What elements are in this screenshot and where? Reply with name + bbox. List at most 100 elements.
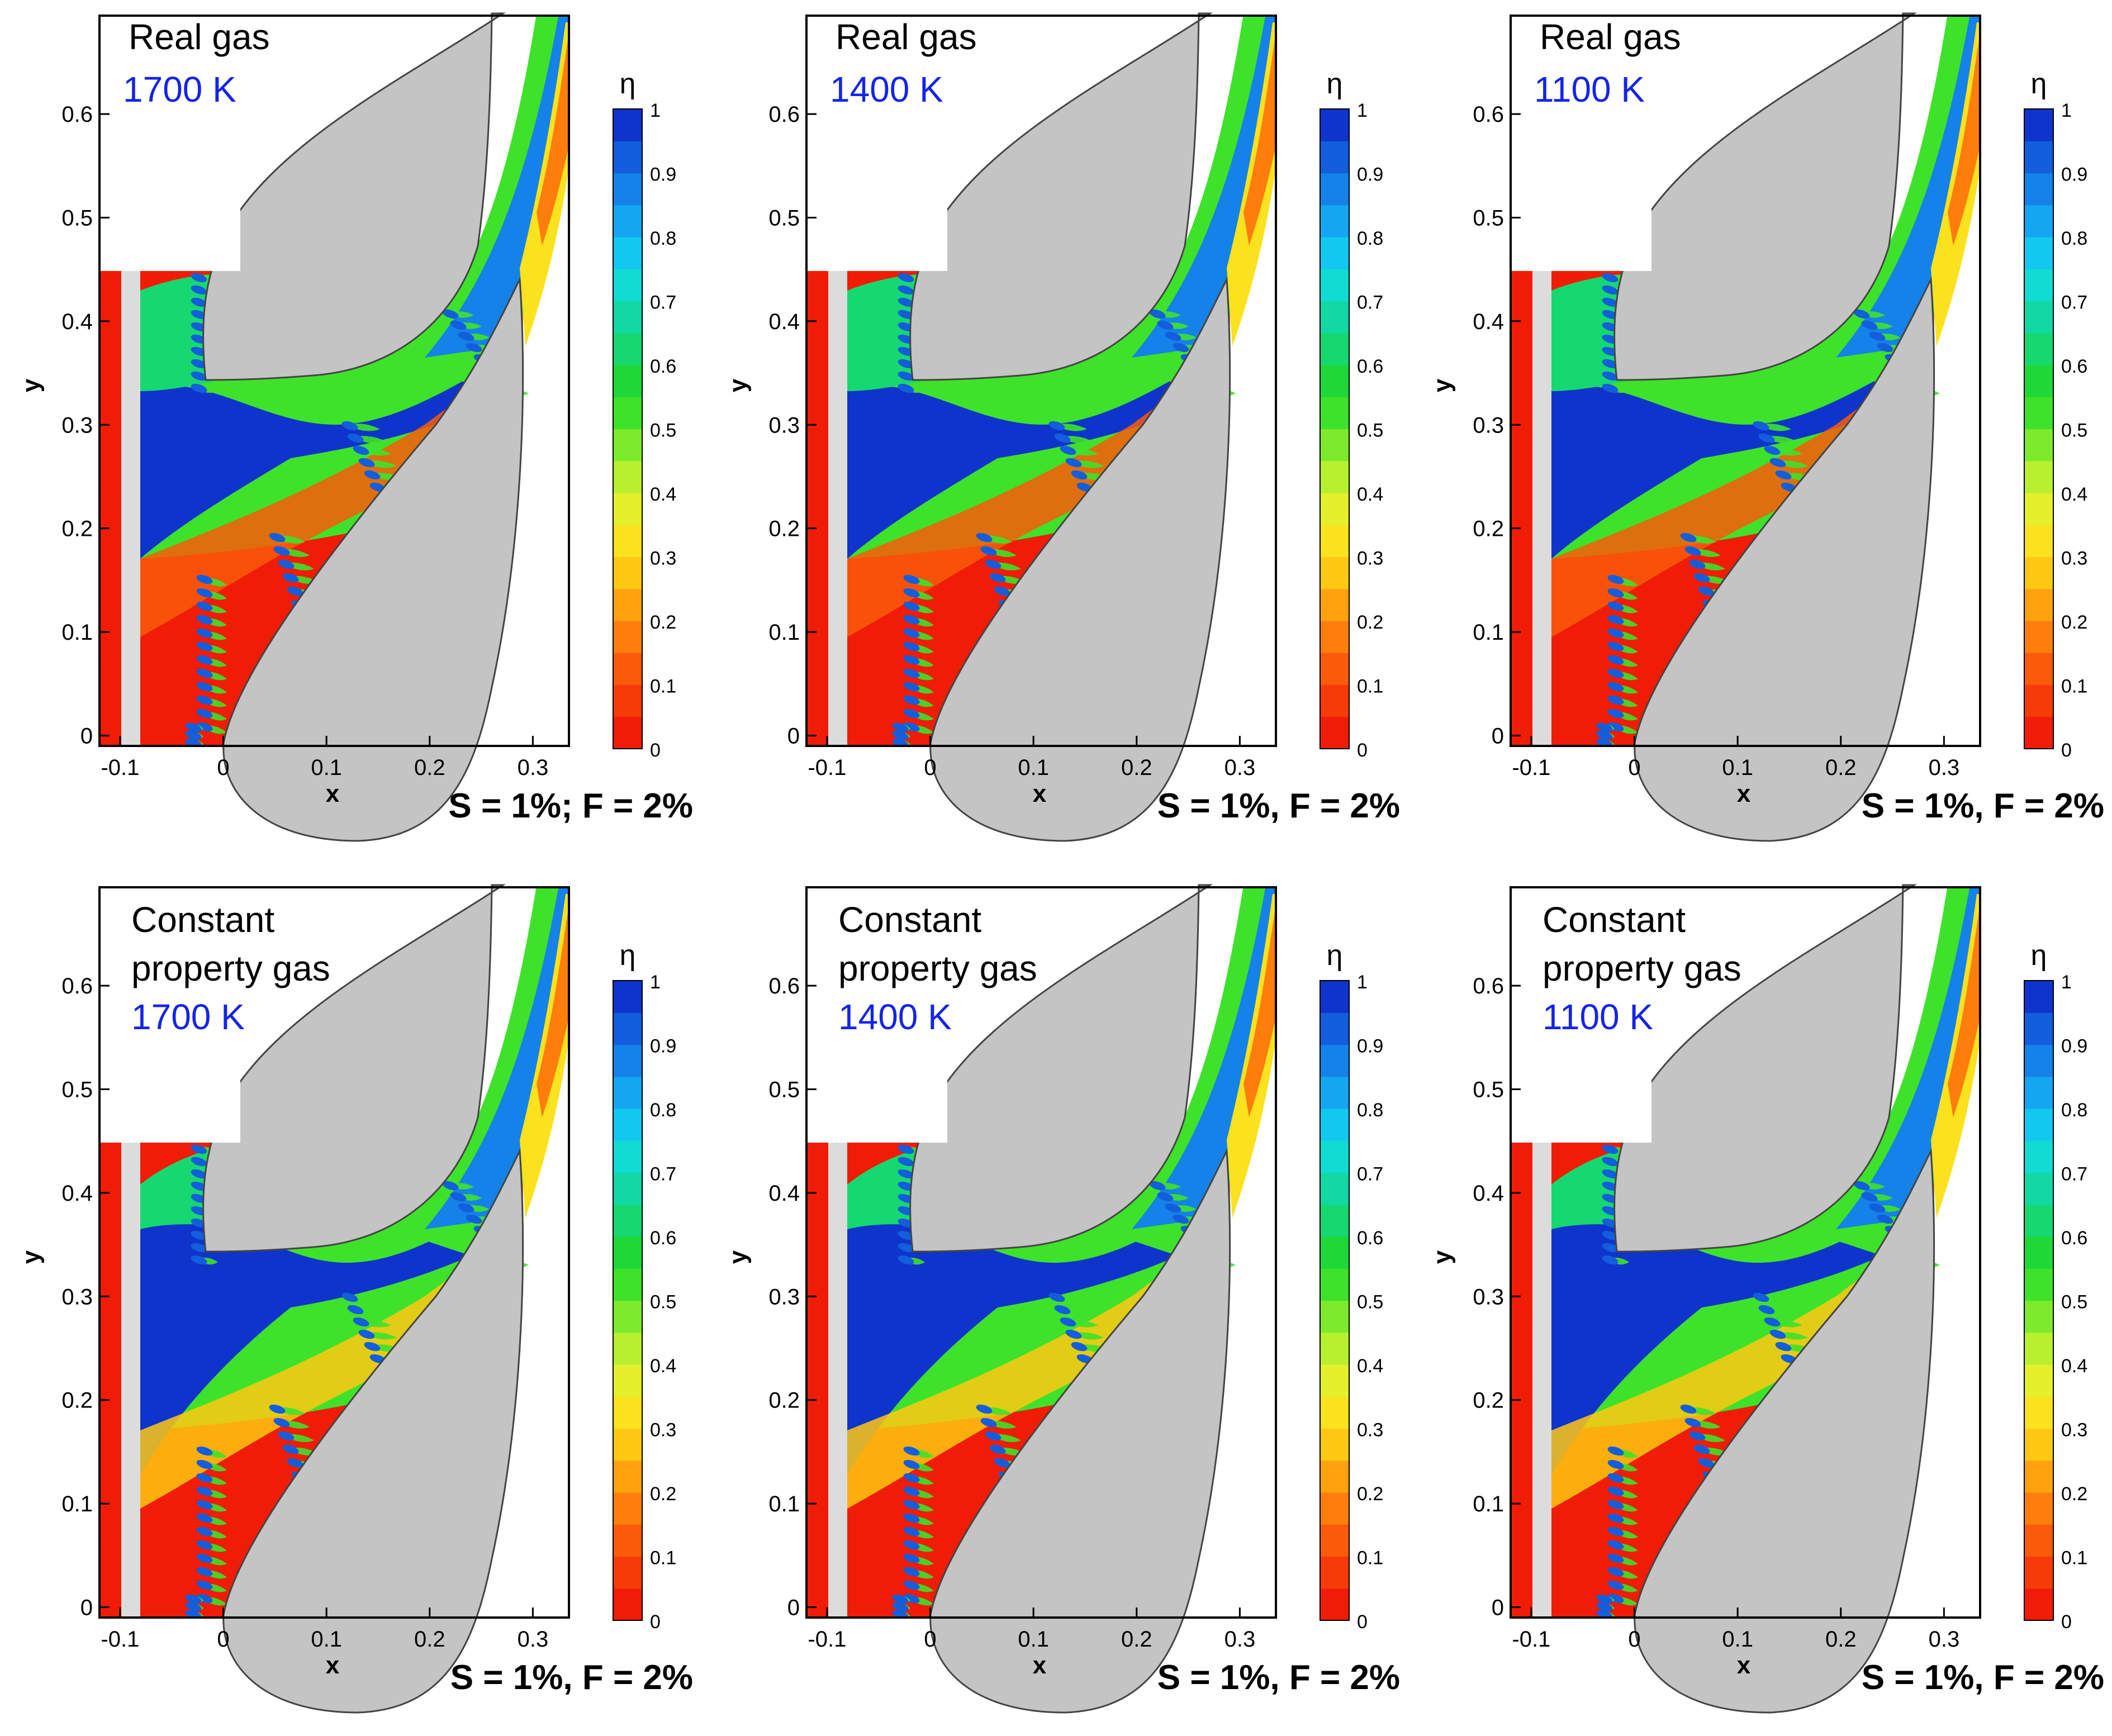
colorbar-level [1320, 1556, 1349, 1589]
suction-row-a-jet-hole [1607, 682, 1624, 692]
colorbar-tick-label: 0.1 [2061, 676, 2087, 697]
y-tick-label: 0.6 [768, 102, 800, 127]
coolant-core [140, 1185, 523, 1475]
colorbar-level [2024, 332, 2053, 365]
midspan-jet-hole [358, 458, 375, 468]
downstream-jet-hole [1149, 1181, 1166, 1191]
suction-row-a-jet-hole [196, 1486, 213, 1496]
y-tick-label: 0 [80, 724, 93, 748]
colorbar-level [613, 1044, 642, 1077]
colorbar-level [1320, 1588, 1349, 1621]
x-tick-label: 0.1 [1722, 755, 1753, 780]
pressure-side-jet-hole [1602, 1230, 1619, 1240]
suction-row-a-jet-hole [1607, 668, 1624, 678]
midspan-jet-hole [1048, 421, 1065, 431]
suction-row-a-jet-hole [903, 1580, 920, 1590]
pressure-side-jet-hole [191, 1157, 207, 1167]
plot-frame [805, 15, 1277, 747]
colorbar-tick-label: 0.6 [1357, 356, 1383, 377]
plot-frame [98, 886, 570, 1619]
colorbar-tick-label: 0.7 [1357, 292, 1383, 313]
pressure-side-jet-hole [1602, 297, 1619, 307]
colorbar-level [1320, 1364, 1349, 1397]
panel-title: Real gas [1540, 17, 1681, 57]
colorbar-tick-label: 0.9 [650, 1036, 676, 1057]
suction-row-a-jet-hole [903, 588, 920, 598]
colorbar-tick-label: 0.4 [650, 1355, 676, 1377]
pressure-side-jet-hole [191, 297, 207, 307]
colorbar-level [1320, 1524, 1349, 1557]
pressure-side-jet-hole [898, 273, 914, 283]
colorbar-level [613, 1109, 642, 1141]
suction-row-a-jet-hole [196, 682, 213, 692]
y-tick-label: 0.3 [768, 1285, 800, 1309]
colorbar-tick-label: 0.3 [650, 1420, 676, 1441]
colorbar-tick-label: 0.7 [1357, 1164, 1383, 1185]
y-tick-label: 0.3 [61, 413, 93, 437]
colorbar-level [613, 1332, 642, 1365]
y-axis-label: y [17, 1250, 45, 1264]
colorbar-level [613, 1588, 642, 1621]
colorbar-level [1320, 204, 1349, 237]
midspan-jet-hole [1764, 1317, 1781, 1327]
y-axis-label: y [724, 1250, 752, 1264]
pressure-side-jet-hole [191, 1181, 207, 1191]
colorbar-symbol: η [620, 68, 636, 100]
colorbar-tick-label: 0 [650, 1611, 661, 1633]
suction-row-b-jet-hole [1698, 586, 1715, 596]
colorbar-tick-label: 0.6 [650, 1228, 676, 1249]
colorbar-level [1320, 1268, 1349, 1301]
coolant-slot [1532, 271, 1551, 746]
colorbar-tick-label: 0.4 [1357, 1355, 1383, 1377]
coolant-slot [121, 271, 140, 746]
panel-title-line-1: Constant [131, 900, 274, 940]
pressure-side-jet-hole [191, 371, 207, 381]
suction-row-a-jet-hole [903, 628, 920, 638]
colorbar-level [1320, 493, 1349, 525]
x-tick-label: 0.3 [1929, 1627, 1960, 1652]
colorbar-tick-label: 0.5 [650, 1292, 676, 1313]
panel-temperature: 1100 K [1543, 997, 1653, 1037]
colorbar-level [1320, 1460, 1349, 1493]
midspan-jet-hole [1753, 421, 1769, 431]
colorbar-level [613, 557, 642, 589]
hub-jet-hole [892, 1594, 909, 1604]
suction-row-a-jet-hole [903, 641, 920, 651]
x-tick-label: 0 [1628, 1627, 1640, 1652]
colorbar-level [1320, 653, 1349, 686]
colorbar-level [2024, 1364, 2053, 1397]
suction-row-a-jet-hole [903, 695, 920, 705]
downstream-jet-hole [1861, 1192, 1878, 1202]
panel-condition: S = 1%, F = 2% [1862, 787, 2104, 825]
downstream-jet-hole [1149, 309, 1166, 319]
pressure-side-jet-hole [191, 1144, 207, 1154]
panel-condition: S = 1%, F = 2% [450, 1658, 693, 1697]
y-tick-label: 0.1 [768, 1492, 800, 1516]
y-tick-label: 0.1 [1473, 620, 1504, 645]
pressure-side-jet-hole [1602, 371, 1619, 381]
x-axis-label: x [1033, 780, 1047, 807]
colorbar-frame [2024, 980, 2054, 1621]
colorbar-symbol: η [1327, 68, 1343, 100]
colorbar-level [2024, 1460, 2053, 1493]
y-tick-label: 0.3 [1473, 413, 1504, 437]
colorbar-level [613, 332, 642, 365]
colorbar-level [2024, 588, 2053, 621]
suction-row-b-jet-hole [1684, 546, 1701, 556]
panel-5: -0.1 0 0.1 0.2 0.3 0 0.1 0.2 0.3 0.4 0.5 0.6 x y Const… [724, 884, 1400, 1714]
midspan-jet-hole [1758, 1305, 1775, 1315]
suction-row-b-jet-hole [273, 546, 290, 556]
pressure-side-jet-hole [191, 359, 207, 369]
colorbar-level [2024, 1524, 2053, 1557]
pressure-side-jet-hole [1602, 1255, 1619, 1265]
pressure-side-jet-hole [898, 1169, 914, 1179]
colorbar-level [2024, 1300, 2053, 1333]
panel-title: Real gas [129, 17, 270, 57]
colorbar-tick-label: 0.6 [2061, 1228, 2087, 1249]
downstream-jet-hole [466, 343, 482, 353]
suction-row-a-jet-hole [903, 668, 920, 678]
colorbar-tick-label: 0.4 [2061, 1355, 2087, 1377]
midspan-jet-hole [358, 1329, 375, 1339]
suction-row-a-jet-hole [903, 1486, 920, 1496]
suction-row-b-jet-hole [989, 1444, 1006, 1454]
